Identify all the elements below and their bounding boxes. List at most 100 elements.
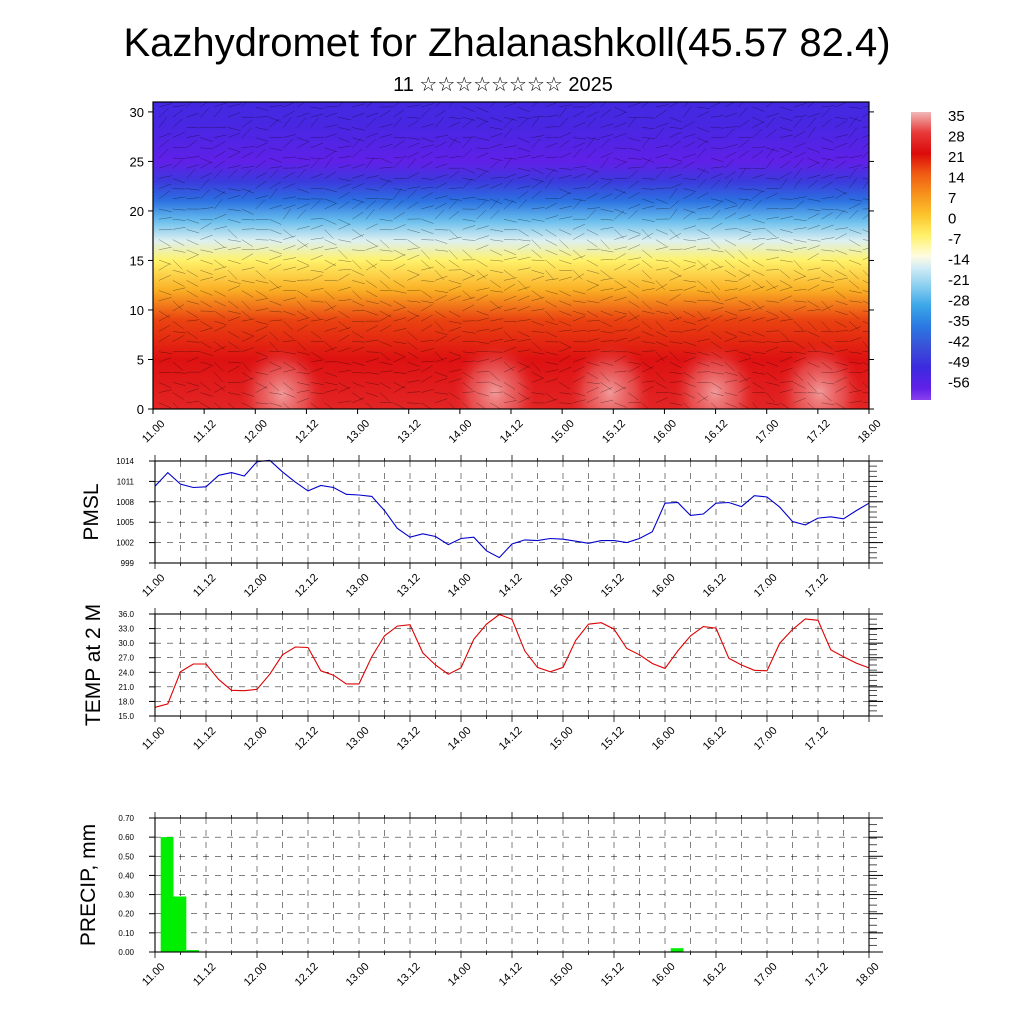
- wind-barb: [669, 200, 680, 210]
- wind-barb: [462, 136, 476, 138]
- wind-barb: [407, 189, 417, 199]
- wind-barb: [614, 133, 627, 138]
- wind-barb: [241, 146, 255, 149]
- wind-barb: [848, 209, 859, 220]
- wind-barb: [172, 304, 185, 312]
- wind-barb: [324, 150, 336, 159]
- wind-barb: [476, 137, 490, 141]
- wind-barb: [752, 106, 765, 112]
- wind-barb: [862, 178, 869, 180]
- wind-barb: [365, 263, 378, 271]
- wind-barb: [503, 400, 517, 404]
- y-tick-label: 0.10: [118, 929, 134, 938]
- wind-barb: [227, 103, 241, 108]
- wind-barb: [241, 188, 255, 194]
- wind-barb: [586, 259, 599, 267]
- wind-barb: [379, 370, 393, 373]
- wind-barb: [296, 259, 309, 266]
- x-tick-label: 11.00: [140, 961, 167, 988]
- wind-barb: [517, 174, 531, 179]
- wind-barb: [255, 180, 267, 189]
- wind-barb: [338, 327, 351, 332]
- wind-barb: [421, 249, 431, 260]
- wind-barb: [835, 227, 849, 230]
- wind-barb: [352, 183, 365, 189]
- wind-barb: [448, 402, 456, 409]
- heatmap-x-tick-label: 15.12: [600, 418, 628, 446]
- wind-barb: [586, 102, 596, 108]
- warm-core-1: [568, 342, 652, 409]
- wind-barb: [227, 331, 240, 339]
- heatmap-x-tick-label: 18.00: [856, 418, 884, 446]
- wind-barb: [338, 137, 351, 143]
- wind-barb: [821, 147, 835, 151]
- wind-barb: [697, 178, 707, 189]
- wind-barb: [158, 382, 171, 389]
- wind-barb: [628, 315, 640, 322]
- wind-barb: [531, 290, 543, 299]
- wind-barb: [779, 286, 793, 291]
- wind-barb: [710, 361, 724, 367]
- wind-barb: [848, 280, 860, 289]
- wind-barb: [214, 266, 227, 271]
- wind-barb: [214, 213, 227, 220]
- wind-barb: [490, 159, 501, 169]
- wind-barb: [462, 178, 472, 189]
- wind-barb: [807, 402, 815, 409]
- wind-barb: [158, 208, 172, 213]
- wind-barb: [821, 300, 831, 311]
- wind-barb: [517, 267, 531, 271]
- wind-barb: [324, 157, 333, 169]
- wind-barb: [338, 127, 352, 131]
- wind-barb: [324, 371, 337, 377]
- wind-barb: [697, 317, 710, 322]
- wind-barb: [752, 269, 765, 276]
- wind-barb: [352, 234, 365, 240]
- wind-barb: [407, 239, 419, 248]
- wind-barb: [738, 385, 751, 393]
- wind-barb: [283, 368, 296, 373]
- x-tick-label: 14.12: [497, 961, 525, 989]
- wind-barb: [379, 144, 393, 149]
- wind-barb: [393, 249, 406, 256]
- wind-barb: [379, 382, 392, 390]
- wind-barb: [793, 196, 807, 200]
- wind-barb: [600, 270, 612, 279]
- wind-barb: [365, 118, 376, 128]
- wind-barb: [697, 392, 708, 401]
- wind-barb: [269, 300, 282, 306]
- wind-barb: [793, 372, 804, 382]
- wind-barb: [766, 207, 780, 210]
- wind-barb: [462, 225, 476, 230]
- wind-barb: [434, 134, 448, 138]
- wind-barb: [807, 224, 820, 230]
- wind-barb: [793, 321, 804, 331]
- x-tick-label: 13.12: [395, 961, 423, 989]
- x-tick-label: 16.12: [701, 572, 729, 600]
- wind-barb: [752, 300, 763, 310]
- wind-barb: [655, 283, 668, 291]
- x-tick-label: 11.00: [140, 725, 167, 752]
- wind-barb: [559, 402, 573, 404]
- colorbar-label: -49: [948, 354, 970, 371]
- wind-barb: [407, 172, 420, 179]
- wind-barb: [697, 248, 711, 251]
- wind-barb: [200, 365, 212, 373]
- wind-barb: [793, 246, 807, 251]
- wind-barb: [476, 244, 489, 251]
- wind-barb: [448, 121, 461, 128]
- wind-barb: [752, 199, 762, 210]
- wind-barb: [476, 170, 488, 179]
- wind-barb: [683, 280, 697, 283]
- wind-barb: [352, 103, 365, 108]
- wind-barb: [186, 156, 200, 159]
- wind-barb: [779, 147, 793, 153]
- wind-barb: [352, 269, 365, 276]
- wind-barb: [738, 377, 751, 383]
- wind-barb: [324, 124, 338, 128]
- wind-barb: [283, 331, 294, 340]
- wind-barb: [407, 158, 417, 169]
- wind-barb: [503, 102, 517, 108]
- wind-barb: [697, 237, 711, 240]
- wind-barb: [365, 175, 379, 179]
